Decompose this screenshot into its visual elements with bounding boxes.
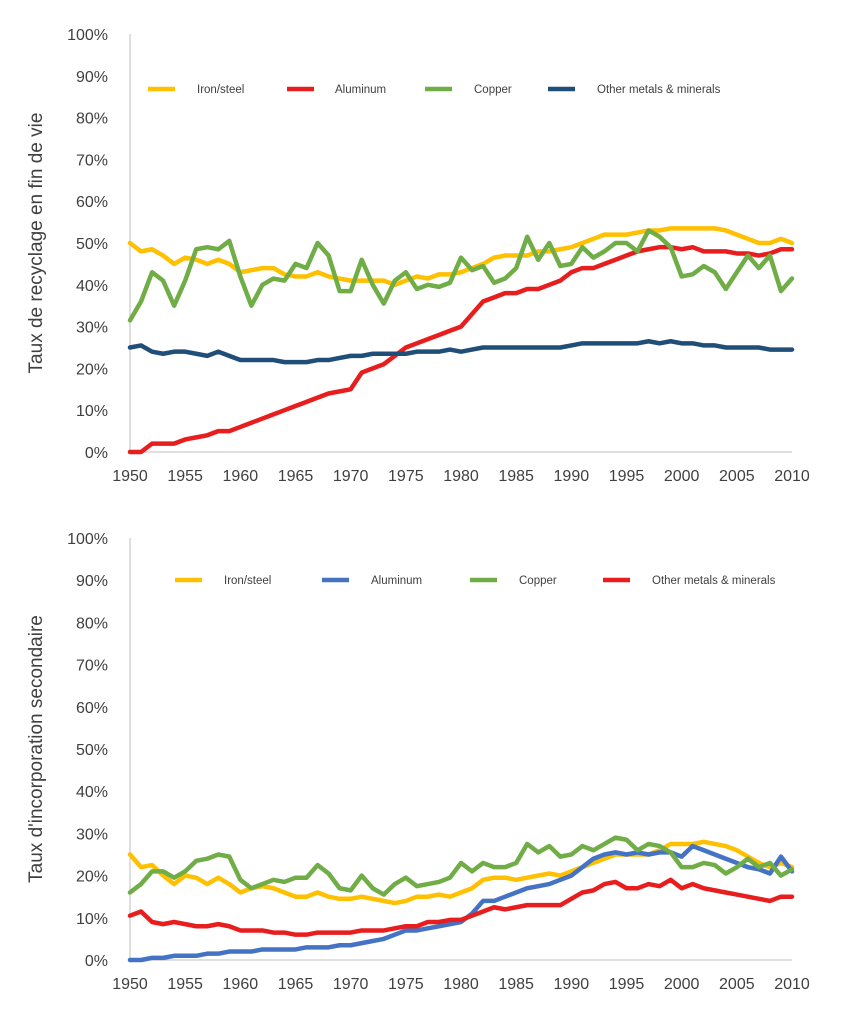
y-tick-label: 40% [76, 784, 108, 801]
x-tick-label: 2000 [664, 976, 700, 993]
series-line-copper [127, 228, 795, 323]
legend-label-aluminum: Aluminum [371, 575, 422, 587]
x-tick-label: 1965 [278, 468, 314, 485]
x-tick-label: 2010 [774, 976, 810, 993]
x-tick-label: 1985 [498, 976, 534, 993]
x-tick-label: 1975 [388, 468, 424, 485]
y-tick-label: 60% [76, 194, 108, 211]
chart-end-of-life-recycling: 0% 10% 20% 30% 40% 50% 60% 70% 80% 90% 100% 1950 195… [26, 27, 810, 485]
y-axis-title: Taux d'incorporation secondaire [26, 615, 47, 883]
y-tick-label: 40% [76, 278, 108, 295]
legend-label-other-metals-minerals: Other metals & minerals [652, 575, 776, 587]
x-tick-label: 1990 [554, 468, 590, 485]
y-axis-title: Taux de recyclage en fin de vie [26, 113, 47, 374]
x-tick-label: 1975 [388, 976, 424, 993]
x-tick-label: 2010 [774, 468, 810, 485]
series-line-other-metals-minerals [127, 877, 795, 937]
legend-label-other-metals-minerals: Other metals & minerals [597, 84, 721, 96]
y-tick-label: 90% [76, 573, 108, 590]
x-tick-label: 1995 [609, 468, 645, 485]
y-tick-label: 50% [76, 236, 108, 253]
x-tick-label: 1990 [554, 976, 590, 993]
x-tick-label: 1995 [609, 976, 645, 993]
x-tick-label: 2000 [664, 468, 700, 485]
series-line-aluminum [127, 244, 795, 455]
y-tick-label: 50% [76, 742, 108, 759]
y-tick-label: 70% [76, 152, 108, 169]
x-tick-label: 1955 [167, 468, 203, 485]
x-tick-label: 1980 [443, 976, 479, 993]
series-line-iron-steel [127, 839, 795, 906]
x-tick-label: 1960 [223, 976, 259, 993]
x-tick-label: 1970 [333, 468, 369, 485]
legend-label-copper: Copper [519, 575, 557, 587]
y-tick-label: 30% [76, 826, 108, 843]
x-tick-label: 1985 [498, 468, 534, 485]
y-tick-label: 30% [76, 320, 108, 337]
y-tick-label: 20% [76, 869, 108, 886]
y-tick-label: 70% [76, 658, 108, 675]
x-tick-label: 1970 [333, 976, 369, 993]
x-tick-label: 1965 [278, 976, 314, 993]
x-tick-label: 1980 [443, 468, 479, 485]
series-line-other-metals-minerals [127, 338, 795, 365]
y-tick-label: 90% [76, 69, 108, 86]
y-tick-label: 100% [67, 531, 108, 548]
series-line-copper [127, 835, 795, 897]
y-tick-label: 60% [76, 700, 108, 717]
y-tick-label: 10% [76, 911, 108, 928]
y-tick-label: 80% [76, 615, 108, 632]
x-tick-label: 2005 [719, 976, 755, 993]
x-tick-label: 1950 [112, 976, 148, 993]
x-tick-label: 1960 [223, 468, 259, 485]
y-tick-label: 0% [85, 953, 108, 970]
legend-label-aluminum: Aluminum [335, 84, 386, 96]
y-tick-label: 100% [67, 27, 108, 44]
y-tick-label: 0% [85, 445, 108, 462]
x-tick-label: 1950 [112, 468, 148, 485]
y-tick-label: 20% [76, 361, 108, 378]
chart-recycled-content: 0% 10% 20% 30% 40% 50% 60% 70% 80% 90% 100% 1950 195… [26, 531, 810, 993]
y-tick-label: 80% [76, 111, 108, 128]
y-tick-label: 10% [76, 403, 108, 420]
x-tick-label: 1955 [167, 976, 203, 993]
legend-label-iron-steel: Iron/steel [224, 575, 271, 587]
x-tick-label: 2005 [719, 468, 755, 485]
legend-label-copper: Copper [474, 84, 512, 96]
legend-label-iron-steel: Iron/steel [197, 84, 244, 96]
